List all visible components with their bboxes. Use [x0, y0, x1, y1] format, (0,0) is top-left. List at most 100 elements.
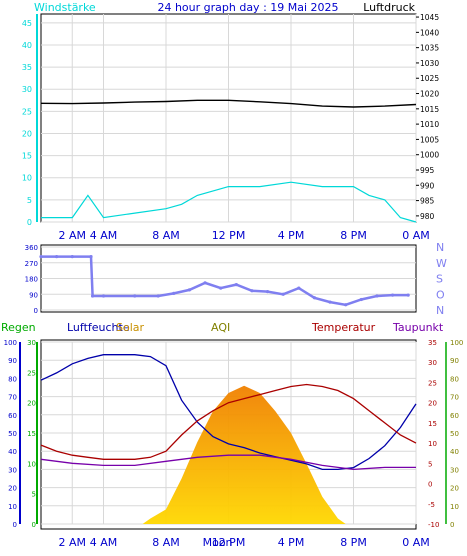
direction-tick-label: 90 — [29, 291, 38, 299]
direction-tick-label: 360 — [25, 244, 38, 252]
temperature-tick-label: 25 — [428, 379, 437, 387]
compass-label: N — [436, 304, 444, 317]
humidity-tick-label: 90 — [8, 357, 17, 365]
temperature-tick-label: 0 — [428, 481, 432, 489]
series-taupunkt — [40, 454, 416, 471]
pressure-tick-label: 1020 — [420, 90, 439, 99]
wind-tick-label: 15 — [22, 152, 32, 161]
direction-point — [281, 292, 285, 296]
direction-point — [101, 294, 106, 298]
pressure-label: Luftdruck — [363, 1, 415, 14]
pressure-tick-label: 980 — [420, 212, 435, 221]
direction-point — [312, 296, 317, 300]
solar-tick-label: 100 — [450, 339, 463, 347]
series-windstärke — [41, 181, 417, 223]
solar-tick-label: 60 — [450, 412, 459, 420]
direction-point — [172, 291, 176, 295]
direction-tick-label: 0 — [34, 307, 38, 315]
x-tick-label: 2 AM — [58, 536, 86, 549]
direction-point — [70, 255, 74, 259]
compass-label: S — [436, 273, 443, 286]
rain-tick-label: 25 — [27, 369, 36, 377]
temperature-tick-label: -10 — [428, 521, 439, 529]
direction-point — [328, 300, 332, 304]
direction-point — [359, 297, 363, 302]
wind-strength-label: Windstärke — [34, 1, 96, 14]
compass-label: W — [436, 257, 447, 270]
temperature-tick-label: 5 — [428, 460, 432, 468]
x-tick-label: 8 AM — [152, 229, 180, 242]
x-tick-label: 12 PM — [212, 536, 246, 549]
temperature-tick-label: -5 — [428, 501, 435, 509]
x-tick-label: 0 AM — [402, 536, 430, 549]
solar-tick-label: 90 — [450, 357, 459, 365]
humidity-tick-label: 10 — [8, 503, 17, 511]
rain-tick-label: 5 — [32, 491, 36, 499]
rain-tick-label: 20 — [27, 400, 36, 408]
humidity-tick-label: 100 — [4, 339, 17, 347]
pressure-tick-label: 1025 — [420, 74, 439, 83]
compass-label: O — [436, 288, 445, 301]
legend-dewpoint: Taupunkt — [392, 321, 444, 334]
rain-tick-label: 15 — [27, 430, 36, 438]
series-wind-direction — [41, 255, 409, 307]
pressure-tick-label: 1040 — [420, 28, 439, 37]
humidity-tick-label: 20 — [8, 485, 17, 493]
pressure-tick-label: 1030 — [420, 59, 439, 68]
direction-point — [297, 286, 301, 290]
direction-point — [406, 293, 410, 297]
direction-point — [250, 289, 254, 293]
humidity-tick-label: 30 — [8, 466, 17, 474]
x-tick-label: 8 AM — [152, 536, 180, 549]
x-tick-label: 4 AM — [90, 229, 118, 242]
legend-rain: Regen — [1, 321, 36, 334]
temperature-tick-label: 10 — [428, 440, 437, 448]
humidity-tick-label: 50 — [8, 430, 17, 438]
solar-tick-label: 50 — [450, 430, 459, 438]
solar-tick-label: 70 — [450, 394, 459, 402]
pressure-tick-label: 1000 — [420, 151, 439, 160]
direction-tick-label: 270 — [25, 260, 38, 268]
pressure-tick-label: 1005 — [420, 135, 439, 144]
direction-point — [219, 286, 223, 290]
temperature-tick-label: 30 — [428, 359, 437, 367]
direction-point — [390, 293, 395, 297]
pressure-tick-label: 1015 — [420, 105, 439, 114]
wind-tick-label: 0 — [27, 218, 32, 227]
humidity-tick-label: 0 — [13, 521, 17, 529]
wind-tick-label: 30 — [22, 85, 32, 94]
series-luftfeuchte — [40, 354, 417, 471]
x-tick-label: Moon — [203, 536, 233, 549]
legend-solar: Solar — [116, 321, 145, 334]
wind-tick-label: 10 — [22, 174, 32, 183]
pressure-tick-label: 995 — [420, 166, 435, 175]
direction-point — [133, 294, 137, 298]
direction-tick-label: 180 — [25, 276, 38, 284]
pressure-tick-label: 1045 — [420, 13, 439, 22]
legend-humidity: Luftfeuchte — [67, 321, 130, 334]
direction-point — [265, 290, 270, 294]
rain-tick-label: 0 — [32, 521, 36, 529]
x-tick-label: 0 AM — [402, 229, 430, 242]
solar-tick-label: 10 — [450, 503, 459, 511]
x-tick-label: 4 PM — [278, 229, 305, 242]
solar-tick-label: 30 — [450, 466, 459, 474]
direction-point — [90, 294, 95, 298]
direction-point — [344, 303, 348, 307]
legend-temperature: Temperatur — [311, 321, 376, 334]
direction-point — [156, 294, 160, 298]
series-temperatur — [40, 383, 417, 460]
pressure-tick-label: 985 — [420, 197, 435, 206]
direction-point — [89, 255, 93, 259]
direction-point — [39, 255, 43, 259]
wind-tick-label: 5 — [27, 196, 32, 205]
wind-tick-label: 25 — [22, 107, 32, 116]
direction-point — [375, 294, 379, 298]
rain-tick-label: 10 — [27, 460, 36, 468]
solar-tick-label: 40 — [450, 448, 459, 456]
x-tick-label: 4 AM — [90, 536, 118, 549]
compass-label: N — [436, 241, 444, 254]
x-tick-label: 2 AM — [58, 229, 86, 242]
pressure-tick-label: 990 — [420, 181, 435, 190]
